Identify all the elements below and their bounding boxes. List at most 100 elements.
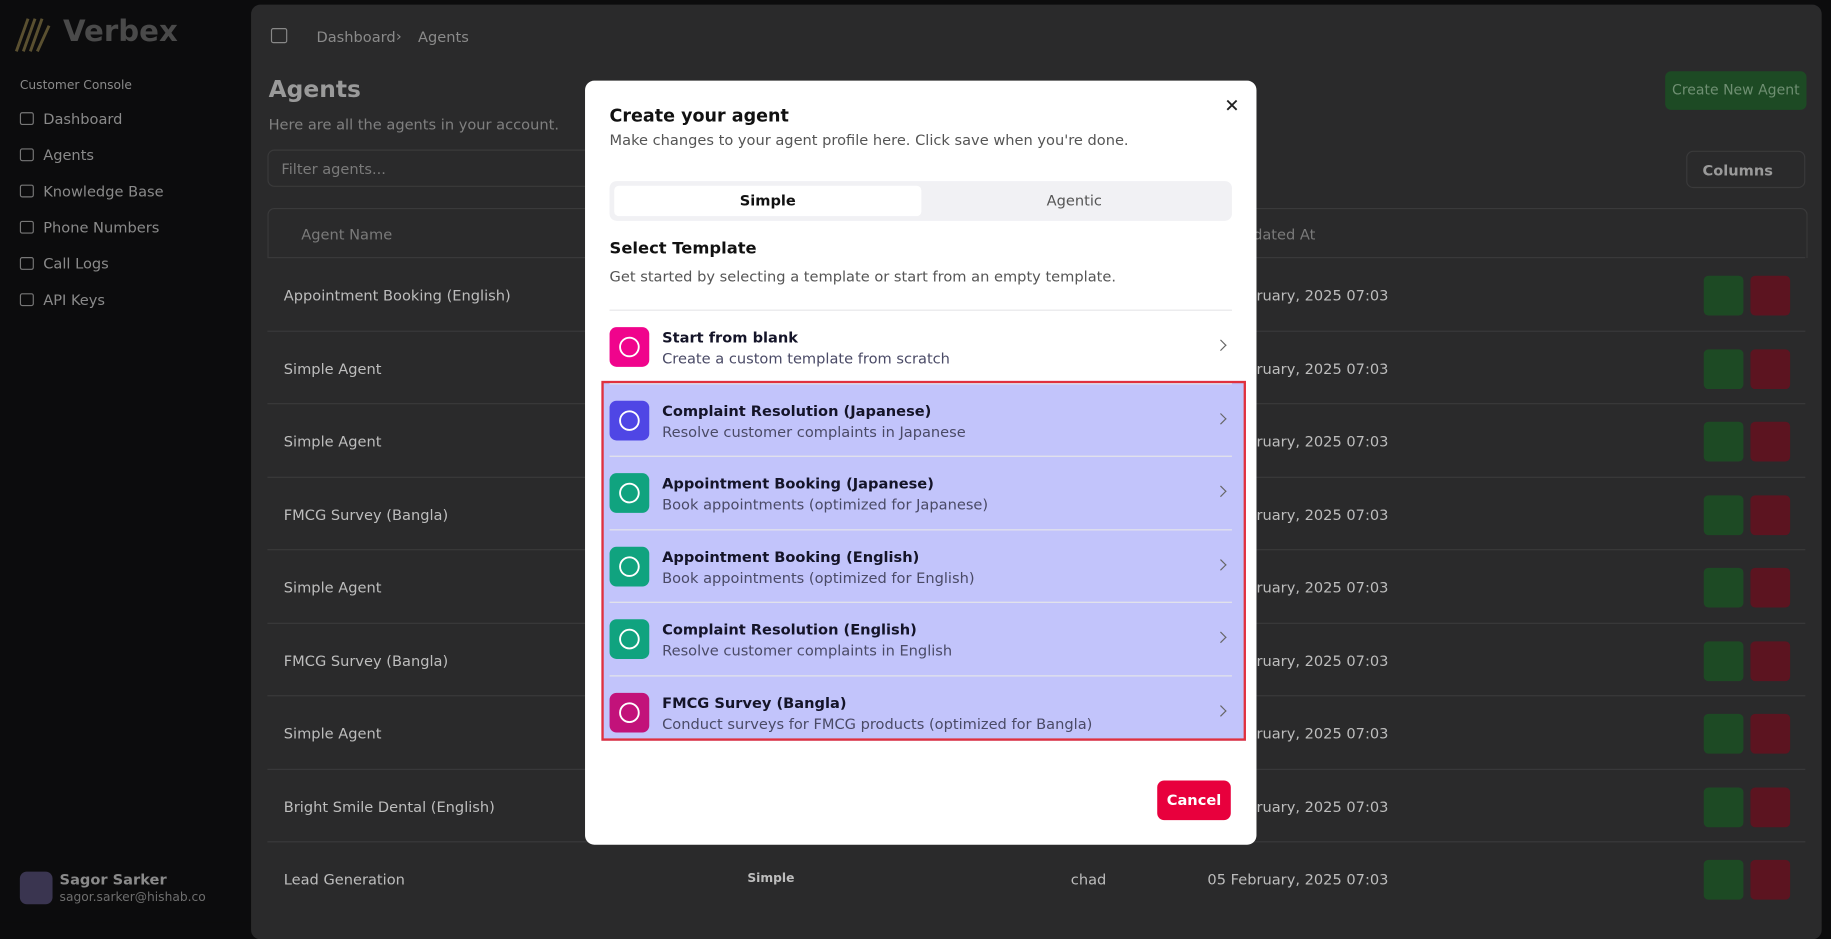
play-button[interactable] [1703,421,1744,462]
nav-item[interactable]: API Keys [19,290,106,309]
agent-name: Simple Agent [283,724,382,742]
columns-button[interactable]: Columns [1686,150,1806,189]
template-item[interactable]: FMCG Survey (Bangla) Conduct surveys for … [609,674,1232,749]
breadcrumb-sep: › [395,26,402,45]
template-icon [609,473,650,513]
play-button[interactable] [1703,275,1744,316]
cancel-button[interactable]: Cancel [1157,780,1231,821]
page-title: Agents [268,74,361,103]
nav-item[interactable]: Agents [19,146,95,164]
template-title[interactable]: Appointment Booking (Japanese) [662,474,934,492]
template-icon [609,546,650,586]
logo [14,18,51,53]
template-icon [609,692,650,732]
agent-name: Lead Generation [283,870,405,888]
template-description: Resolve customer complaints in English [662,641,953,659]
sidebar-toggle[interactable] [270,28,288,44]
agent-type: Simple [747,871,795,886]
delete-button[interactable] [1750,567,1791,608]
delete-button[interactable] [1750,494,1791,535]
section-description: Get started by selecting a template or s… [609,267,1116,286]
nav-icon [19,148,34,162]
delete-button[interactable] [1750,640,1791,681]
nav-label[interactable]: Call Logs [43,254,109,273]
play-button[interactable] [1703,859,1744,900]
nav-icon [19,257,34,270]
template-icon [609,327,650,367]
delete-button[interactable] [1750,348,1791,389]
chevron [1215,558,1227,571]
updated-at: 05 February, 2025 07:03 [1207,870,1389,888]
user-email: sagor.sarker@hishab.co [59,890,206,905]
create-button[interactable]: Create New Agent [1665,71,1807,110]
user-name: Sagor Sarker [59,870,167,888]
section-title: Select Template [609,239,757,259]
template-icon [609,619,650,659]
agent-name: Simple Agent [283,578,382,596]
nav-label[interactable]: Knowledge Base [43,182,164,200]
nav-item[interactable]: Dashboard [19,109,123,128]
agent-name: Bright Smile Dental (English) [283,797,495,815]
nav-label[interactable]: API Keys [43,290,106,309]
agent-name: FMCG Survey (Bangla) [283,505,449,523]
template-title[interactable]: Appointment Booking (English) [662,547,920,565]
template-item[interactable]: Complaint Resolution (Japanese) Resolve c… [609,382,1232,457]
chevron [1215,704,1227,717]
chevron [1215,485,1227,498]
avatar [19,871,53,905]
modal-description: Make changes to your agent profile here.… [609,130,1129,149]
nav-item[interactable]: Knowledge Base [19,182,164,200]
nav-icon [19,184,34,198]
nav-item[interactable]: Phone Numbers [19,218,160,237]
modal: Create your agent Make changes to your a… [585,80,1257,845]
template-description: Create a custom template from scratch [662,349,950,367]
breadcrumb: Agents [418,28,469,46]
template-description: Book appointments (optimized for English… [662,568,975,586]
tab-bar: Simple Agentic [609,181,1232,221]
delete-button[interactable] [1750,713,1791,754]
close-button[interactable] [1225,98,1239,112]
nav-icon [19,293,34,307]
brand: Verbex [63,14,178,48]
template-item[interactable]: Appointment Booking (Japanese) Book appoi… [609,455,1232,530]
template-description: Conduct surveys for FMCG products (optim… [662,714,1093,732]
nav-label[interactable]: Agents [43,146,95,164]
delete-button[interactable] [1750,421,1791,462]
nav-label[interactable]: Phone Numbers [43,218,160,237]
tab[interactable]: Agentic [1046,191,1102,210]
delete-button[interactable] [1750,275,1791,316]
breadcrumb[interactable]: Dashboard [316,28,396,46]
agent-creator: chad [1070,870,1107,888]
delete-button[interactable] [1750,786,1791,827]
delete-button[interactable] [1750,859,1791,900]
agent-name: Simple Agent [283,432,382,450]
modal-title: Create your agent [609,105,789,127]
table-row[interactable]: Lead Generation Simple chad 05 February, 20… [267,841,1806,915]
play-button[interactable] [1703,713,1744,754]
highlight-box [601,380,1246,741]
template-item[interactable]: Complaint Resolution (English) Resolve cu… [609,601,1232,676]
nav-item[interactable]: Call Logs [19,254,109,273]
template-description: Resolve customer complaints in Japanese [662,422,966,440]
column-header[interactable]: Agent Name [301,225,393,244]
template-item[interactable]: Start from blank Create a custom template… [609,309,1232,384]
agent-name: FMCG Survey (Bangla) [283,651,449,669]
template-title[interactable]: Start from blank [662,328,798,346]
template-title[interactable]: FMCG Survey (Bangla) [662,693,847,711]
play-button[interactable] [1703,786,1744,827]
tab-active[interactable]: Simple [614,185,922,217]
agent-name: Simple Agent [283,359,382,377]
nav-label[interactable]: Dashboard [43,109,123,128]
agent-name: Appointment Booking (English) [283,286,511,304]
template-title[interactable]: Complaint Resolution (Japanese) [662,401,932,419]
chevron [1215,631,1227,644]
play-button[interactable] [1703,348,1744,389]
play-button[interactable] [1703,640,1744,681]
template-title[interactable]: Complaint Resolution (English) [662,620,917,638]
play-button[interactable] [1703,494,1744,535]
play-button[interactable] [1703,567,1744,608]
filter-input[interactable]: Filter agents... [267,149,618,187]
template-item[interactable]: Appointment Booking (English) Book appoin… [609,528,1232,603]
